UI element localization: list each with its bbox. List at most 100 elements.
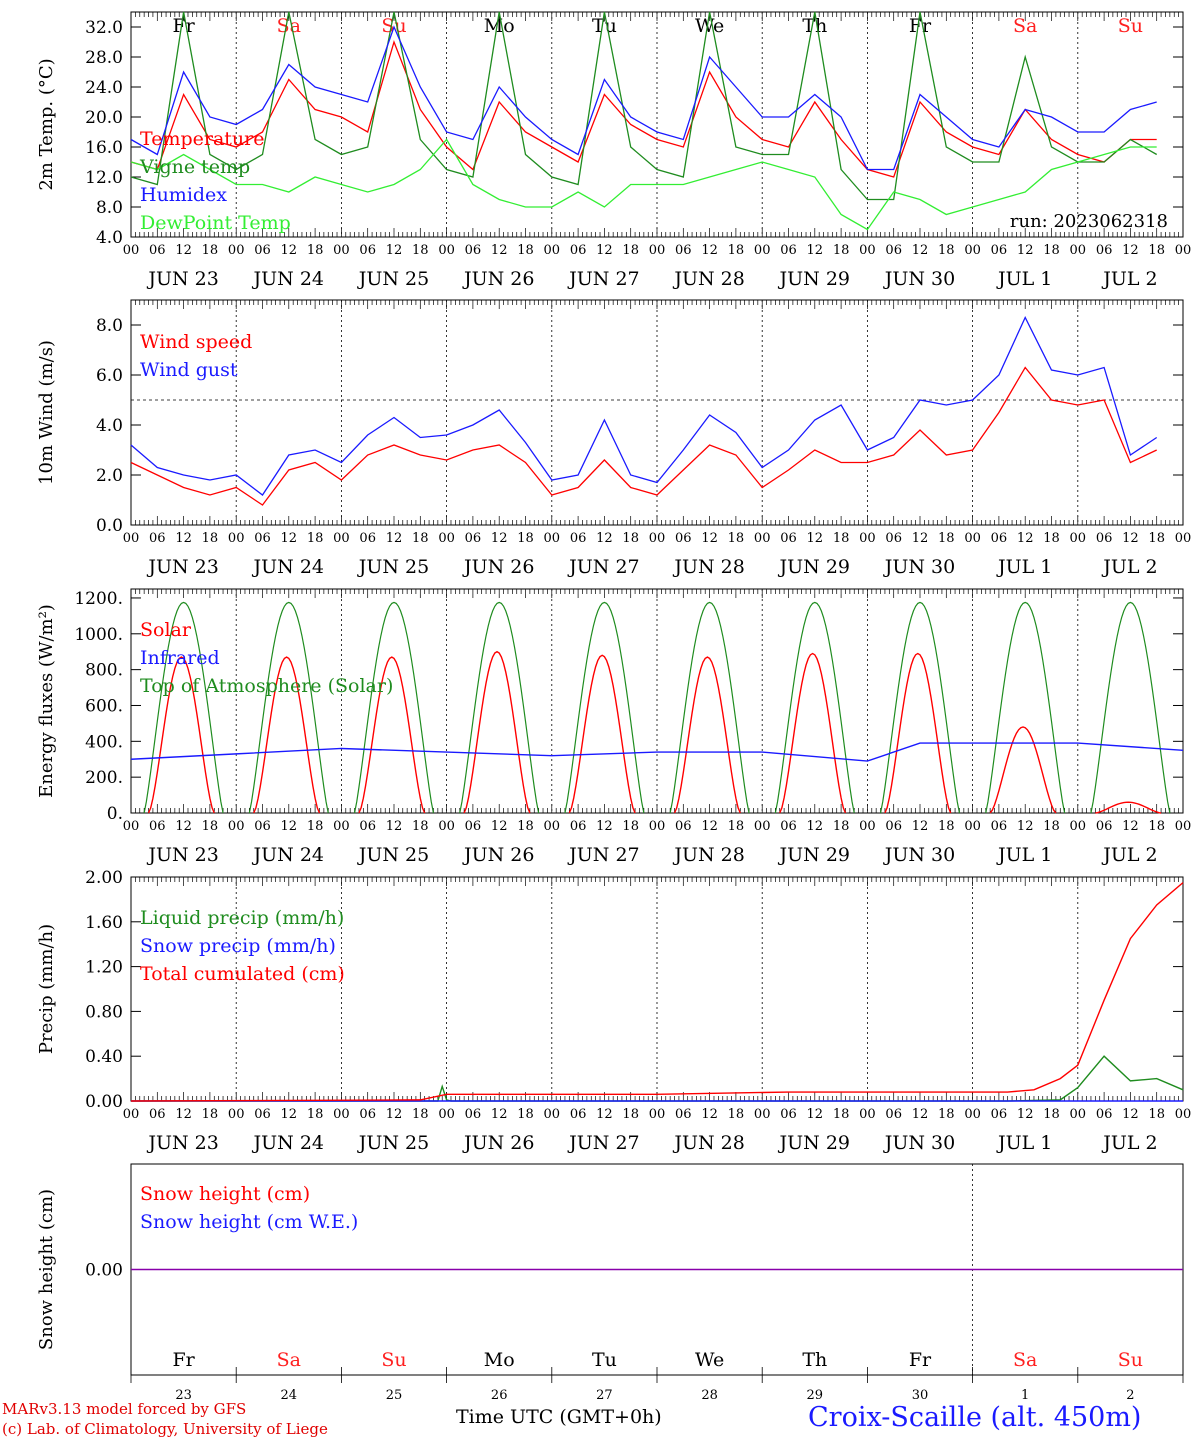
hour-tick-label: 06 [1096,243,1113,258]
hour-tick-label: 18 [307,531,324,546]
hour-tick-label: 18 [938,531,955,546]
series-line [459,601,540,814]
y-tick-label: 6.0 [96,366,123,386]
y-tick-label: 1000. [74,625,123,645]
hour-tick-label: 06 [991,819,1008,834]
hour-tick-label: 00 [859,1107,876,1122]
date-label: JUN 30 [883,268,955,290]
hour-tick-label: 12 [386,243,403,258]
series-line [673,656,741,814]
day-number-label: 30 [912,1388,929,1403]
series-line [774,601,855,814]
date-label: JUN 28 [672,268,744,290]
date-label: JUN 23 [146,268,218,290]
weekday-label: Tu [592,1349,617,1371]
date-label: JUN 27 [567,268,639,290]
legend-entry: Wind speed [140,331,252,353]
hour-tick-label: 06 [254,243,271,258]
y-tick-label: 8.0 [96,198,123,218]
hour-tick-label: 06 [254,1107,271,1122]
y-tick-label: 16.0 [85,138,123,158]
hour-tick-label: 12 [1017,819,1034,834]
date-label: JUN 29 [778,556,850,578]
hour-tick-label: 00 [859,819,876,834]
hour-tick-label: 06 [991,1107,1008,1122]
weekday-label: Sa [1013,1349,1037,1371]
hour-tick-label: 00 [333,531,350,546]
hour-tick-label: 06 [780,243,797,258]
hour-tick-label: 06 [885,1107,902,1122]
hour-tick-label: 06 [359,243,376,258]
legend-entry: DewPoint Temp [140,212,291,234]
hour-tick-label: 18 [728,819,745,834]
time-axis-label: Time UTC (GMT+0h) [456,1406,662,1428]
hour-tick-label: 06 [675,819,692,834]
y-tick-label: 32.0 [85,18,123,38]
model-credit: MARv3.13 model forced by GFS [2,1400,247,1418]
hour-tick-label: 18 [307,819,324,834]
hour-tick-label: 12 [596,243,613,258]
hour-tick-label: 12 [912,1107,929,1122]
hour-tick-label: 18 [202,243,219,258]
hour-tick-label: 00 [754,1107,771,1122]
y-axis-label: 2m Temp. (°C) [36,58,57,190]
series-line [248,601,329,814]
hour-tick-label: 00 [123,531,140,546]
hour-tick-label: 18 [1043,243,1060,258]
hour-tick-label: 12 [281,531,298,546]
legend-entry: Temperature [140,128,264,150]
hour-tick-label: 00 [333,1107,350,1122]
hour-tick-label: 00 [544,531,561,546]
hour-tick-label: 12 [912,819,929,834]
hour-tick-label: 00 [859,531,876,546]
series-line [985,601,1066,814]
day-number-label: 2 [1126,1388,1134,1403]
series-line [130,315,1158,496]
hour-tick-label: 06 [675,531,692,546]
series-line [353,601,435,814]
day-number-label: 26 [491,1388,508,1403]
hour-tick-label: 12 [491,243,508,258]
hour-tick-label: 18 [1148,819,1165,834]
hour-tick-label: 00 [964,531,981,546]
hour-tick-label: 00 [649,819,666,834]
hour-tick-label: 12 [701,819,718,834]
series-line [669,601,750,814]
weekday-label: Fr [909,15,932,37]
y-axis-label: Precip (mm/h) [36,924,57,1054]
weekday-label: Mo [484,1349,515,1371]
series-line [879,601,961,814]
day-number-label: 28 [701,1388,718,1403]
hour-tick-label: 18 [202,1107,219,1122]
hour-tick-label: 18 [938,243,955,258]
y-tick-label: 1.20 [85,958,123,978]
date-label: JUN 29 [778,268,850,290]
hour-tick-label: 06 [780,819,797,834]
hour-tick-label: 12 [281,819,298,834]
hour-tick-label: 18 [1043,819,1060,834]
hour-tick-label: 06 [359,819,376,834]
date-label: JUN 28 [672,844,744,866]
hour-tick-label: 00 [544,243,561,258]
hour-tick-label: 18 [307,1107,324,1122]
y-axis-label: 10m Wind (m/s) [36,340,57,485]
hour-tick-label: 00 [123,243,140,258]
y-tick-label: 2.0 [96,466,123,486]
date-label: JUN 24 [252,844,324,866]
hour-tick-label: 00 [228,243,245,258]
y-tick-label: 4.0 [96,416,123,436]
date-label: JUN 25 [357,1132,429,1154]
legend-entry: Total cumulated (cm) [140,963,345,985]
hour-tick-label: 18 [202,819,219,834]
hour-tick-label: 18 [938,1107,955,1122]
date-label: JUN 26 [462,556,534,578]
legend-entry: Top of Atmosphere (Solar) [140,675,393,697]
hour-tick-label: 00 [649,531,666,546]
date-label: JUN 30 [883,1132,955,1154]
y-tick-label: 20.0 [85,108,123,128]
y-tick-label: 0.00 [85,1092,123,1112]
hour-tick-label: 12 [701,531,718,546]
hour-tick-label: 06 [254,819,271,834]
hour-tick-label: 00 [754,819,771,834]
date-label: JUL 2 [1101,556,1157,578]
